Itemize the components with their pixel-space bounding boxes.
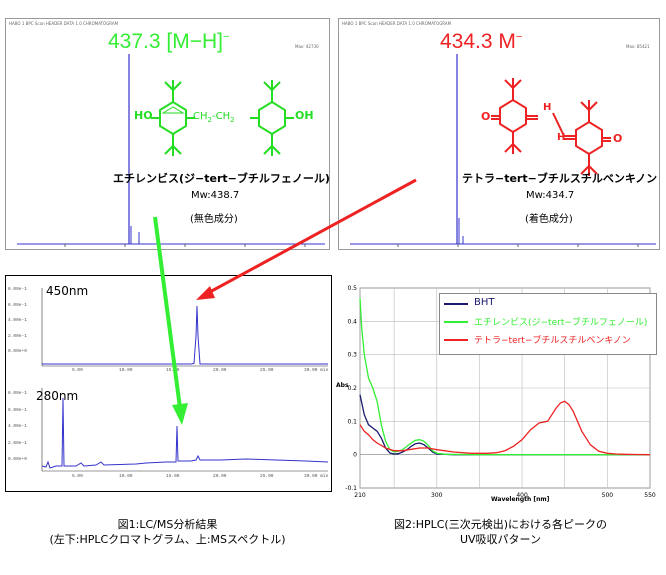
hplc-450-trace [42, 305, 328, 365]
ms-right-header-text: HABO 1 BPC Scan HEADER DATA 1.0 CHROMATO… [342, 21, 452, 26]
uv-xtick-label: 500 [602, 492, 614, 499]
ms-right-h-bottom: H [557, 132, 566, 143]
uv-xtick-label: 550 [644, 492, 656, 499]
legend-label-bht: BHT [474, 297, 495, 308]
ms-left-bridge-label: CH2-CH2 [193, 111, 235, 124]
ms-left-sub-a: 2 [207, 116, 212, 124]
ms-left-note: (無色成分) [190, 214, 238, 225]
uv-xtick-label: 300 [431, 492, 443, 499]
ms-left-sub-b: 2 [230, 116, 235, 124]
hplc-bottom-yticks: 8.00e-1 6.00e-1 4.00e-1 2.00e-1 0.00e+0 [8, 386, 27, 469]
hplc-bottom-ytick: 6.00e-1 [8, 407, 27, 413]
hplc-top-ytick: 8.00e-1 [8, 287, 27, 292]
ms-right-compound-name: テトラ−tert−ブチルスチルベンキノン [462, 172, 658, 185]
hplc-top-xtick: 15.00 [166, 368, 180, 373]
uv-ylabel: Abs [336, 382, 349, 389]
hplc-top-xtick: 5.00 [72, 368, 83, 373]
uv-xtick-label: 400 [516, 492, 528, 499]
ms-left-svg: HABO 1 BPC Scan HEADER DATA 1.0 CHROMATO… [5, 18, 330, 250]
ms-left-ch-a: CH [193, 111, 208, 122]
uv-chart: 0.5 0.4 0.3 0.2 0.1 0 -0.1 210 300 400 500 550 Abs … [336, 282, 658, 510]
hplc-280-trace [41, 397, 329, 469]
ms-left-ho-label: HO [134, 109, 153, 122]
figure1-caption: 図1:LC/MS分析結果 (左下:HPLCクロマトグラム、上:MSスペクトル) [0, 517, 335, 547]
uv-ytick-label: 0.1 [347, 418, 357, 425]
legend-label-tetra: テトラ−tert−ブチルスチルベンキノン [474, 336, 631, 346]
figure2-caption: 図2:HPLC(三次元検出)における各ピークの UV吸収パターン [335, 517, 666, 547]
hplc-bottom-xtick: 5.00 [72, 474, 83, 479]
hplc-top-xtick: 20.00 [213, 368, 227, 373]
hplc-bottom-xtick: 20.00 [213, 474, 227, 479]
hplc-top-xtick: 25.00 [260, 368, 274, 373]
hplc-bottom-ytick: 2.00e-1 [8, 440, 27, 446]
ms-left-structure [151, 80, 294, 156]
hplc-label-280: 280nm [36, 389, 79, 403]
ms-right-mw: Mw:434.7 [526, 190, 575, 201]
ms-right-peak-label: 434.3 M− [440, 30, 522, 54]
uv-ytick-label: 0.2 [347, 385, 357, 392]
hplc-bottom-ytick: 8.00e-1 [8, 391, 27, 396]
hplc-top-ytick: 2.00e-1 [8, 333, 27, 339]
figure1-caption-line1: 図1:LC/MS分析結果 [117, 518, 218, 531]
uv-legend: BHT エチレンビス(ジ−tert−ブチルフェノール) テトラ−tert−ブチル… [439, 293, 657, 355]
hplc-top-ytick: 4.00e-1 [8, 318, 27, 323]
hplc-top-xtick: 30.00 min [304, 368, 329, 373]
uv-ytick-label: 0.5 [347, 285, 357, 292]
uv-ytick-label: 0.4 [347, 318, 357, 325]
uv-xlabel: Wavelength [nm] [491, 496, 550, 503]
hplc-chromatogram: 450nm 280nm 8.00e-1 6.00e-1 4.00e-1 2.00… [5, 275, 332, 492]
uv-series-line-2 [359, 400, 651, 456]
legend-swatch-bht [444, 303, 468, 305]
ms-right-max-text: Max: 85421 [626, 44, 650, 49]
ms-left-peak-label: 437.3 [M−H]− [108, 30, 229, 54]
ms-left-oh-label: OH [295, 109, 314, 122]
hplc-top-xticks: 5.00 10.00 15.00 20.00 25.00 30.00 min [6, 368, 331, 376]
ms-left-header-text: HABO 1 BPC Scan HEADER DATA 1.0 CHROMATO… [9, 21, 119, 26]
hplc-label-450: 450nm [46, 284, 89, 298]
legend-swatch-tetra [444, 339, 468, 341]
hplc-top-xtick: 10.00 [119, 368, 133, 373]
ms-left-peak-sup: − [222, 31, 230, 43]
figure2-caption-line2: UV吸収パターン [459, 533, 542, 546]
ms-spectrum-right: HABO 1 BPC Scan HEADER DATA 1.0 CHROMATO… [338, 18, 660, 250]
ms-left-compound-name: エチレンビス(ジ−tert−ブチルフェノール) [113, 172, 330, 185]
uv-ytick-label: 0.3 [347, 352, 357, 359]
ms-right-peak-text: 434.3 M [440, 30, 516, 53]
hplc-bottom-xtick: 30.00 min [304, 474, 329, 479]
ms-right-o-left: O [481, 110, 491, 123]
uv-series-group [359, 297, 651, 456]
ms-spectrum-left: HABO 1 BPC Scan HEADER DATA 1.0 CHROMATO… [5, 18, 330, 250]
hplc-svg [41, 288, 329, 472]
hplc-top-ytick: 6.00e-1 [8, 302, 27, 308]
uv-ytick-label: 0 [353, 452, 357, 459]
hplc-bottom-ytick: 4.00e-1 [8, 424, 27, 429]
hplc-bottom-xtick: 10.00 [119, 474, 133, 479]
ms-right-o-right: O [613, 132, 623, 145]
ms-left-mw: Mw:438.7 [191, 190, 240, 201]
legend-label-ethylene: エチレンビス(ジ−tert−ブチルフェノール) [474, 318, 648, 328]
uv-ytick-label: -0.1 [345, 485, 357, 492]
figure1-caption-line2: (左下:HPLCクロマトグラム、上:MSスペクトル) [49, 533, 286, 546]
ms-left-peak-text: 437.3 [M−H] [108, 30, 223, 53]
uv-series-line-1 [359, 297, 650, 456]
figure2-caption-line1: 図2:HPLC(三次元検出)における各ピークの [393, 518, 607, 531]
legend-swatch-ethylene [444, 321, 468, 323]
hplc-bottom-xticks: 5.00 10.00 15.00 20.00 25.00 30.00 min [6, 474, 331, 482]
hplc-bottom-xtick: 15.00 [166, 474, 180, 479]
ms-left-ch-b: CH [215, 111, 231, 122]
ms-right-structure [491, 78, 611, 176]
ms-right-h-top: H [543, 102, 552, 113]
ms-right-peak-sup: − [515, 31, 523, 43]
hplc-bottom-xtick: 25.00 [260, 474, 274, 479]
ms-right-note: (着色成分) [525, 214, 573, 225]
hplc-top-ytick: 0.00e+0 [8, 349, 27, 354]
uv-xtick-label: 210 [354, 492, 366, 499]
hplc-top-yticks: 8.00e-1 6.00e-1 4.00e-1 2.00e-1 0.00e+0 [8, 282, 27, 360]
hplc-bottom-ytick: 0.00e+0 [8, 457, 27, 462]
ms-left-max-text: Max: 42730 [295, 44, 319, 49]
